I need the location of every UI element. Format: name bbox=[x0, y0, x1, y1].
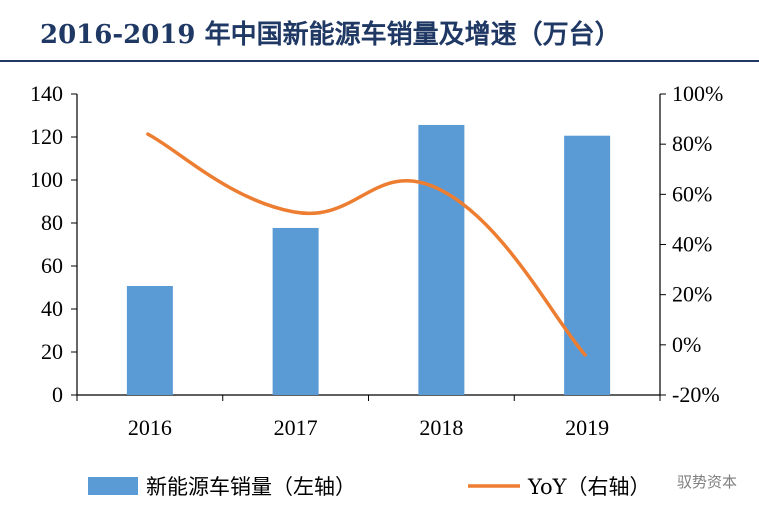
bar-sales bbox=[418, 124, 465, 396]
right-tick-label: 40% bbox=[672, 232, 712, 257]
bar-sales bbox=[272, 227, 319, 395]
legend-label-sales: 新能源车销量（左轴） bbox=[146, 475, 356, 499]
left-tick-label: 120 bbox=[30, 124, 63, 149]
bar-sales bbox=[126, 285, 173, 395]
watermark: 驭势资本 bbox=[677, 471, 737, 492]
right-tick-label: -20% bbox=[672, 382, 720, 407]
title-bar: 2016-2019 年中国新能源车销量及增速（万台） bbox=[0, 0, 759, 64]
left-tick-label: 100 bbox=[30, 167, 63, 192]
x-tick-label: 2016 bbox=[128, 415, 172, 440]
x-tick-label: 2018 bbox=[419, 415, 463, 440]
bar-sales bbox=[564, 135, 611, 395]
right-tick-label: 0% bbox=[672, 332, 701, 357]
left-tick-label: 20 bbox=[41, 339, 63, 364]
watermark-text: 驭势资本 bbox=[676, 473, 737, 491]
line-yoy bbox=[146, 132, 587, 357]
left-tick-label: 80 bbox=[41, 210, 63, 235]
chart-title: 2016-2019 年中国新能源车销量及增速（万台） bbox=[40, 20, 621, 50]
x-tick-label: 2017 bbox=[274, 415, 318, 440]
right-tick-label: 80% bbox=[672, 131, 712, 156]
right-tick-label: 20% bbox=[672, 282, 712, 307]
legend-swatch-sales bbox=[88, 477, 138, 495]
left-tick-label: 0 bbox=[52, 382, 63, 407]
x-tick-label: 2019 bbox=[565, 415, 609, 440]
left-tick-label: 40 bbox=[41, 296, 63, 321]
left-tick-label: 60 bbox=[41, 253, 63, 278]
left-tick-label: 140 bbox=[30, 81, 63, 106]
legend-label-yoy: YoY（右轴） bbox=[527, 475, 651, 499]
title-underline bbox=[0, 60, 759, 62]
right-tick-label: 60% bbox=[672, 181, 712, 206]
right-tick-label: 100% bbox=[672, 81, 723, 106]
